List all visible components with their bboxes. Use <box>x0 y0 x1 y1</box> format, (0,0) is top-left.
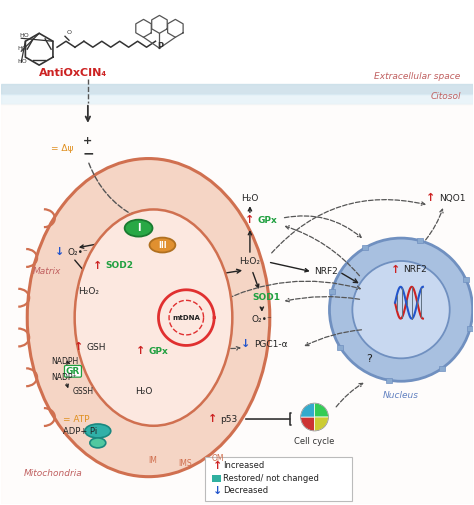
Text: H₂O₂: H₂O₂ <box>239 258 260 267</box>
Text: NADPH: NADPH <box>51 357 78 366</box>
Text: GPx: GPx <box>258 216 278 225</box>
Wedge shape <box>301 403 315 417</box>
Text: ↑: ↑ <box>426 193 436 204</box>
Bar <box>386 378 392 383</box>
Text: H₂O: H₂O <box>241 194 259 203</box>
Ellipse shape <box>125 220 153 237</box>
Text: p53: p53 <box>220 415 237 424</box>
Text: ↓: ↓ <box>241 339 251 349</box>
Text: Extracellular space: Extracellular space <box>374 72 461 81</box>
Bar <box>467 326 473 331</box>
Text: = ATP: = ATP <box>63 415 90 424</box>
Text: O: O <box>67 30 72 35</box>
Ellipse shape <box>90 438 106 448</box>
Text: mtDNA: mtDNA <box>173 315 200 321</box>
Text: ↑: ↑ <box>391 265 400 275</box>
Bar <box>1 104 473 503</box>
Text: NQO1: NQO1 <box>439 194 465 203</box>
Text: ?: ? <box>366 355 372 365</box>
Circle shape <box>329 238 473 381</box>
Bar <box>463 277 469 282</box>
Text: Mitochondria: Mitochondria <box>23 469 82 478</box>
Text: Restored/ not changed: Restored/ not changed <box>223 474 319 483</box>
Text: HO: HO <box>19 33 29 38</box>
Text: Matrix: Matrix <box>33 267 62 276</box>
Text: NRF2: NRF2 <box>403 266 427 274</box>
Text: ↑: ↑ <box>74 342 83 352</box>
Bar <box>329 289 335 293</box>
Text: AntiOxCIN₄: AntiOxCIN₄ <box>39 68 107 78</box>
Bar <box>212 475 221 482</box>
Ellipse shape <box>75 210 232 426</box>
Ellipse shape <box>85 424 111 438</box>
Text: +: + <box>83 136 92 145</box>
Text: P: P <box>157 42 164 51</box>
Bar <box>337 345 343 350</box>
Wedge shape <box>315 417 328 431</box>
Text: NRF2: NRF2 <box>315 267 338 276</box>
Text: GPx: GPx <box>148 347 168 356</box>
Text: IMS: IMS <box>179 459 192 468</box>
Text: HO: HO <box>17 59 27 64</box>
Text: I: I <box>137 223 140 233</box>
Text: H₂O₂: H₂O₂ <box>78 287 100 296</box>
Bar <box>439 366 445 371</box>
Text: HO: HO <box>17 46 27 51</box>
Text: −: − <box>82 146 94 161</box>
Text: Decreased: Decreased <box>223 486 268 495</box>
Ellipse shape <box>27 159 270 477</box>
Text: SOD1: SOD1 <box>252 293 280 302</box>
Text: Citosol: Citosol <box>430 92 461 101</box>
Text: ↑: ↑ <box>208 414 217 424</box>
Text: O₂•⁻: O₂•⁻ <box>68 247 89 257</box>
Text: Increased: Increased <box>223 461 264 470</box>
Bar <box>417 238 422 243</box>
Text: OM: OM <box>212 454 224 463</box>
Text: Nucleus: Nucleus <box>383 391 419 400</box>
Text: ADP+ Pi: ADP+ Pi <box>63 427 97 436</box>
Wedge shape <box>315 403 328 417</box>
Text: ↓: ↓ <box>55 247 64 257</box>
Text: IM: IM <box>148 457 157 465</box>
Text: GSH: GSH <box>87 343 106 352</box>
Text: ↓: ↓ <box>212 486 222 495</box>
Circle shape <box>352 261 450 359</box>
Text: ↑: ↑ <box>93 261 102 271</box>
Bar <box>1 84 473 94</box>
Text: GR: GR <box>66 367 80 376</box>
Text: H₂O: H₂O <box>135 387 152 396</box>
Text: SOD2: SOD2 <box>106 262 134 270</box>
Text: GSSH: GSSH <box>73 387 94 396</box>
Text: NADP⁺: NADP⁺ <box>51 373 77 382</box>
Text: ↑: ↑ <box>212 461 222 471</box>
Text: III: III <box>158 240 167 249</box>
Text: PGC1-α: PGC1-α <box>254 340 288 349</box>
Bar <box>362 245 368 250</box>
Text: ↑: ↑ <box>245 215 255 225</box>
Bar <box>205 457 352 500</box>
Ellipse shape <box>149 237 175 252</box>
Text: O₂•⁻: O₂•⁻ <box>252 315 273 324</box>
Bar <box>1 94 473 104</box>
Wedge shape <box>301 417 315 431</box>
Text: ↑: ↑ <box>136 346 145 357</box>
Text: Cell cycle: Cell cycle <box>294 437 335 446</box>
Text: = Δψ: = Δψ <box>51 144 73 153</box>
